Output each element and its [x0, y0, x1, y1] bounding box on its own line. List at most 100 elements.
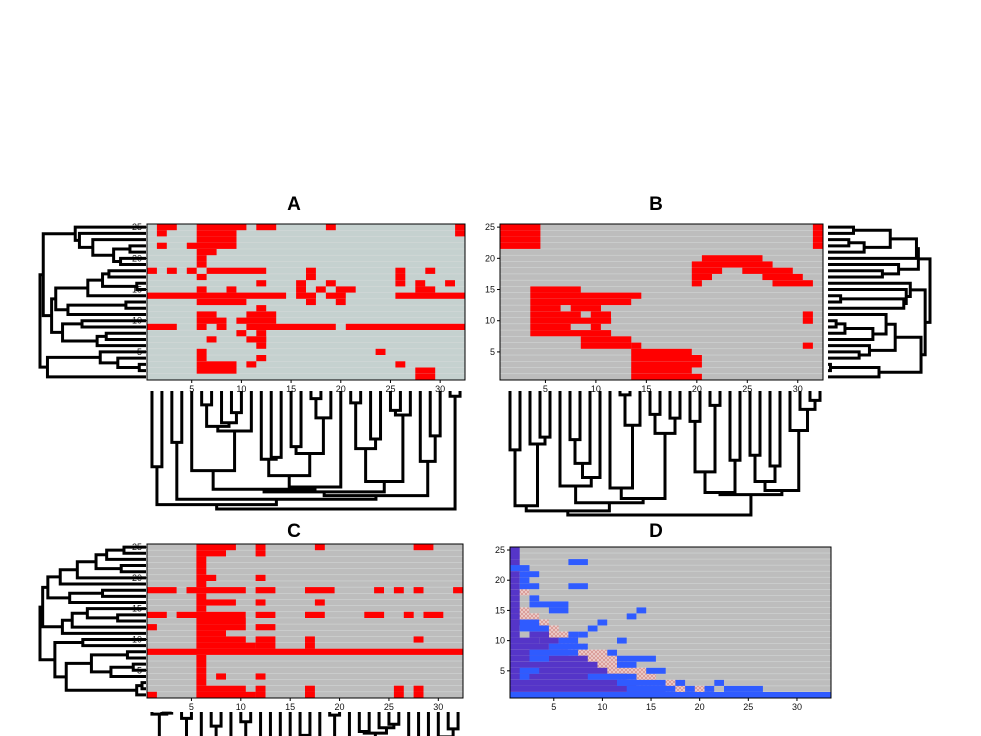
panel-c-cell [196, 630, 226, 637]
panel-d-purple-cell [510, 613, 520, 620]
panel-c-row-dendrogram-branch [41, 585, 63, 629]
panel-d-purple-cell [510, 661, 598, 668]
panel-a-row-dendrogram-branch [86, 278, 146, 298]
panel-a-cell [236, 317, 277, 324]
panel-b-cell [631, 367, 692, 374]
panel-c-col-dendrogram [150, 711, 460, 736]
panel-a-cell [156, 230, 167, 237]
panel-d-blue-cell [636, 607, 647, 614]
panel-b-cell [530, 323, 571, 330]
panel-d-hatch-cell [568, 649, 608, 656]
panel-c-cell [196, 599, 236, 606]
panel-c-xtick-label: 10 [236, 702, 246, 712]
panel-c-col-dendrogram-branch [328, 712, 342, 717]
panel-b-cell [631, 361, 702, 368]
panel-a-cell [375, 348, 386, 355]
panel-d-purple-cell [510, 559, 520, 566]
panel-b-row-dendrogram-branch [828, 366, 881, 379]
panel-c-col-dendrogram-branch [180, 712, 193, 720]
panel-b-col-dendrogram-branch [623, 391, 642, 427]
panel-c-row-dendrogram-branch [101, 588, 146, 598]
panel-a-row-dendrogram-branch [137, 362, 146, 373]
panel-d-blue-cell [626, 685, 676, 692]
panel-a-col-dendrogram-branch [354, 402, 378, 451]
panel-a-row-dendrogram-branch [45, 355, 146, 379]
panel-c-col-dendrogram-branch [259, 712, 272, 736]
panel-c-cell [196, 562, 207, 569]
panel-a-frame [146, 223, 466, 381]
panel-a-cell [246, 323, 336, 330]
panel-c-col-dendrogram-branch [199, 712, 203, 736]
panel-d-blue-cell [617, 661, 637, 668]
panel-a-cell [256, 224, 277, 231]
panel-b-cell [812, 236, 823, 243]
panel-a-xtick-label: 25 [385, 384, 395, 394]
panel-b-col-dendrogram-branch [668, 391, 682, 420]
panel-c-col-dendrogram-branch [357, 712, 371, 734]
panel-a-cell [246, 336, 267, 343]
panel-c-cell [147, 611, 167, 618]
panel-a-cell [246, 311, 277, 318]
panel-b-col-dendrogram-branch [693, 405, 717, 474]
panel-a-row-dendrogram-branch [73, 225, 146, 242]
panel-b-col-dendrogram-branch [708, 391, 722, 407]
panel-d-blue-cell [646, 667, 666, 674]
panel-c-row-dendrogram-branch [53, 641, 83, 679]
panel-a-cell [325, 280, 336, 287]
panel-c-cell [196, 679, 207, 686]
panel-c-cell [196, 593, 207, 600]
panel-a-cell [186, 242, 237, 249]
panel-b-xtick-label: 20 [692, 384, 702, 394]
panel-c-xtick-label: 25 [384, 702, 394, 712]
panel-a-row-dendrogram-branch [95, 334, 146, 348]
panel-a-cell [216, 323, 227, 330]
panel-a-col-dendrogram-branch [262, 481, 386, 494]
panel-d-purple-cell [510, 601, 520, 608]
panel-d-hatch-cell [597, 661, 627, 668]
panel-a-cell [345, 323, 466, 330]
panel-a-cell [395, 267, 406, 274]
panel-c-cell [413, 587, 424, 594]
panel-c-cell [364, 611, 385, 618]
panel-d-hatch-cell [607, 667, 647, 674]
panel-b-xtick-label: 5 [543, 384, 548, 394]
panel-c-cell [413, 544, 434, 551]
panel-d-blue-cell [597, 619, 608, 626]
panel-c-cell [413, 691, 424, 698]
panel-c-cell [393, 587, 404, 594]
panel-c-cell [393, 691, 404, 698]
panel-a-col-dendrogram-branch [229, 391, 243, 415]
panel-a-cell [206, 336, 217, 343]
panel-a-cell [425, 267, 436, 274]
panel-a-col-dendrogram-branch [309, 391, 323, 401]
panel-c-row-dendrogram-branch [122, 545, 146, 555]
panel-b: B 5 10 15 20 25 5 10 15 20 25 30 [485, 194, 932, 517]
panel-d-blue-cell [519, 583, 540, 590]
panel-b-col-dendrogram-branch [748, 391, 762, 457]
panel-a-row-dendrogram-branch [128, 244, 146, 254]
panel-a-col-dendrogram-branch [211, 470, 317, 491]
panel-d-blue-cell [510, 692, 831, 698]
panel-a-cell [445, 280, 455, 287]
panel-b-cell [691, 261, 773, 268]
panel-d-ytick-label: 20 [495, 575, 505, 585]
panel-c-cell [196, 544, 236, 551]
panel-b-col-dendrogram-branch [566, 494, 753, 517]
panel-c-cell [196, 661, 207, 668]
panel-b-cell [812, 242, 823, 249]
panel-a-cell [196, 317, 227, 324]
panel-a-cell [415, 373, 436, 380]
panel-d-blue-cell [675, 679, 686, 686]
panel-c-cell [196, 642, 256, 649]
panel-b-row-dendrogram-branch [828, 241, 866, 254]
panel-a-xtick-label: 10 [236, 384, 246, 394]
panel-d-xtick-label: 20 [695, 702, 705, 712]
panel-b-cell [802, 317, 813, 324]
panel-a-cell [256, 330, 267, 337]
panel-a-cell [156, 242, 167, 249]
panel-a-col-dendrogram-branch [259, 391, 278, 461]
panel-a-cell [296, 292, 316, 299]
panel-c-cell [176, 611, 246, 618]
panel-c-row-dendrogram-branch [38, 605, 55, 662]
